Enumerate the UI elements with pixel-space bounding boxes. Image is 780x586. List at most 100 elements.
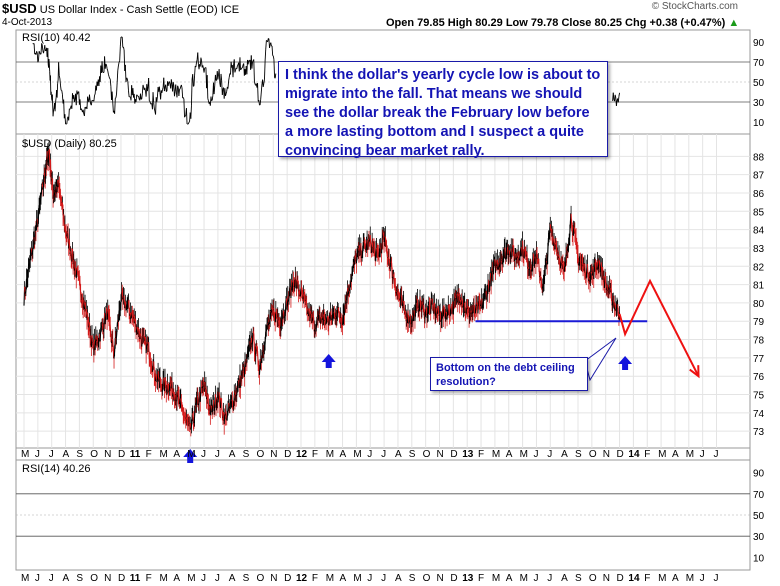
rsi-segment (121, 36, 124, 48)
month-tick-label: N (603, 449, 610, 460)
rsi-tick-label: 70 (753, 58, 765, 69)
rsi-segment (269, 44, 271, 49)
month-tick-label: 11 (130, 449, 141, 460)
rsi-segment (36, 52, 39, 63)
month-tick-label: S (409, 573, 416, 584)
month-tick-label: M (21, 449, 29, 460)
rsi-segment (167, 82, 170, 86)
rsi-segment (89, 94, 91, 101)
rsi-segment (54, 101, 57, 112)
rsi-segment (617, 96, 620, 103)
month-tick-label: O (589, 449, 597, 460)
month-tick-label: 13 (462, 573, 474, 584)
month-tick-label: A (63, 573, 70, 584)
month-tick-label: O (423, 449, 431, 460)
rsi-segment (126, 77, 128, 79)
rsi-bottom-label: RSI(14) 40.26 (22, 463, 90, 475)
month-tick-label: M (326, 573, 334, 584)
month-tick-label: F (146, 573, 152, 584)
rsi-segment (43, 49, 45, 54)
month-tick-label: M (187, 449, 195, 460)
month-tick-label: J (700, 573, 705, 584)
rsi-segment (80, 108, 83, 111)
month-tick-label: J (714, 573, 719, 584)
rsi-segment (123, 49, 126, 71)
rsi-segment (119, 36, 122, 47)
month-tick-label: J (49, 449, 54, 460)
rsi-segment (152, 92, 155, 103)
month-tick-label: A (173, 573, 180, 584)
projection-path (618, 278, 700, 377)
rsi-segment (105, 63, 107, 66)
month-tick-label: J (367, 573, 372, 584)
month-tick-label: A (173, 449, 180, 460)
rsi-segment (273, 59, 276, 78)
rsi-segment (253, 59, 255, 82)
rsi-segment (82, 109, 85, 115)
chart-date: 4-Oct-2013 (2, 17, 53, 28)
rsi-segment (181, 87, 184, 99)
rsi-segment (112, 102, 114, 113)
month-tick-label: S (76, 573, 83, 584)
rsi-tick-label: 30 (753, 532, 765, 543)
month-tick-label: J (381, 449, 386, 460)
chart-title: $USD US Dollar Index - Cash Settle (EOD)… (2, 1, 239, 16)
rsi-segment (172, 82, 175, 86)
month-tick-label: S (243, 449, 250, 460)
rsi-segment (252, 60, 254, 63)
rsi-segment (196, 59, 198, 63)
month-tick-label: D (450, 449, 457, 460)
month-tick-label: A (561, 573, 568, 584)
price-tick-label: 80 (753, 299, 765, 310)
rsi-segment (40, 43, 43, 55)
rsi-tick-label: 10 (753, 553, 765, 564)
month-tick-label: J (201, 573, 206, 584)
rsi-segment (140, 93, 142, 100)
price-tick-label: 83 (753, 244, 765, 255)
rsi-segment (214, 74, 217, 81)
month-tick-label: 14 (628, 449, 640, 460)
rsi-segment (161, 89, 163, 93)
month-tick-label: O (90, 449, 98, 460)
month-tick-label: D (118, 573, 125, 584)
rsi-segment (57, 80, 59, 84)
rsi-segment (142, 84, 145, 88)
month-tick-label: M (520, 573, 528, 584)
rsi-tick-label: 90 (753, 469, 765, 480)
month-tick-label: D (118, 449, 125, 460)
rsi-segment (63, 99, 65, 119)
month-tick-label: D (284, 449, 291, 460)
rsi-segment (271, 45, 274, 56)
quote-line: Open 79.85 High 80.29 Low 79.78 Close 80… (386, 17, 739, 29)
rsi-segment (202, 65, 204, 69)
rsi-segment (182, 97, 185, 100)
rsi-segment (38, 51, 41, 53)
rsi-segment (253, 81, 256, 85)
rsi-segment (258, 100, 260, 105)
rsi-tick-label: 30 (753, 98, 765, 109)
month-tick-label: F (478, 573, 484, 584)
month-tick-label: F (644, 449, 650, 460)
rsi-segment (239, 57, 242, 70)
month-tick-label: J (35, 449, 40, 460)
rsi-segment (184, 115, 186, 118)
rsi-segment (615, 100, 618, 106)
rsi-segment (109, 78, 111, 80)
month-tick-label: A (340, 449, 347, 460)
rsi-segment (197, 52, 199, 65)
rsi-segment (184, 115, 187, 117)
rsi-segment (156, 96, 158, 102)
rsi-segment (165, 84, 167, 92)
rsi-segment (192, 74, 194, 87)
month-tick-label: J (533, 573, 538, 584)
rsi-tick-labels: 10 30 50 70 90 10 30 50 70 90 (753, 38, 765, 564)
price-tick-label: 75 (753, 391, 765, 402)
month-tick-label: A (395, 573, 402, 584)
month-tick-label: A (340, 573, 347, 584)
month-tick-label: J (367, 449, 372, 460)
rsi-segment (53, 108, 55, 110)
month-tick-label: A (672, 573, 679, 584)
rsi-segment (108, 76, 111, 79)
rsi-segment (193, 75, 196, 86)
rsi-segment (155, 97, 157, 115)
